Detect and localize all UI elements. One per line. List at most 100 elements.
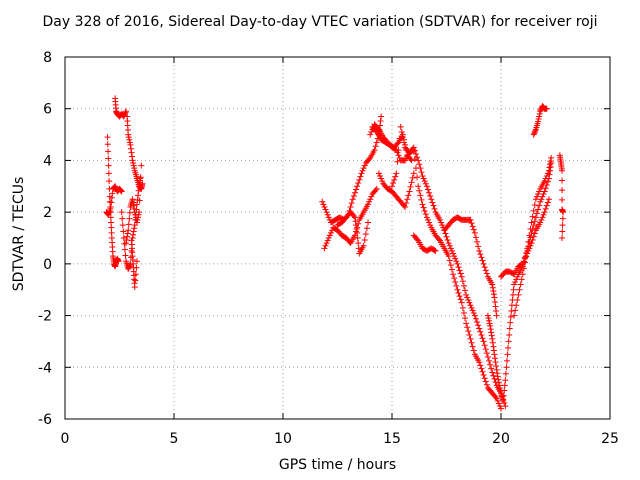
data-point xyxy=(127,145,134,152)
data-point xyxy=(407,156,414,163)
data-point xyxy=(133,219,140,226)
data-point xyxy=(104,141,111,148)
data-point xyxy=(502,403,509,410)
data-point xyxy=(516,286,523,293)
grid-lines xyxy=(65,57,610,419)
data-point xyxy=(537,219,544,226)
data-point xyxy=(486,320,493,327)
data-point xyxy=(133,201,140,208)
data-point xyxy=(444,236,451,243)
data-point xyxy=(469,307,476,314)
data-point xyxy=(529,213,536,220)
data-point xyxy=(367,196,374,203)
data-point xyxy=(533,193,540,200)
series-track-i xyxy=(321,185,380,252)
data-point xyxy=(125,266,132,273)
data-point xyxy=(468,339,475,346)
data-point xyxy=(347,203,354,210)
data-point xyxy=(535,116,542,123)
data-point xyxy=(491,294,498,301)
data-point xyxy=(407,183,414,190)
data-point xyxy=(484,312,491,319)
data-point xyxy=(124,233,131,240)
series-track-f xyxy=(123,162,145,247)
data-point xyxy=(500,392,507,399)
data-point xyxy=(512,278,519,285)
data-point xyxy=(423,214,430,221)
data-point xyxy=(494,370,501,377)
data-point xyxy=(548,160,555,167)
data-point xyxy=(498,405,504,412)
data-point xyxy=(109,190,116,197)
data-point xyxy=(481,375,488,382)
data-point xyxy=(454,260,461,267)
data-point xyxy=(105,148,112,155)
data-point xyxy=(492,355,499,362)
data-point xyxy=(453,258,460,265)
data-point xyxy=(405,192,412,199)
data-point xyxy=(122,252,129,259)
data-point xyxy=(455,289,462,296)
series-track-k xyxy=(367,121,504,412)
data-point xyxy=(361,162,368,169)
data-point xyxy=(465,328,472,335)
data-point xyxy=(531,218,538,225)
data-point xyxy=(540,211,547,218)
data-point xyxy=(506,325,513,332)
data-point xyxy=(543,105,550,112)
data-point xyxy=(112,184,119,191)
data-point xyxy=(472,234,479,241)
data-point xyxy=(129,153,136,160)
data-point xyxy=(493,395,500,402)
data-point xyxy=(460,282,467,289)
data-point xyxy=(537,107,544,114)
data-point xyxy=(126,136,133,143)
data-point xyxy=(128,247,135,254)
data-point xyxy=(130,202,137,209)
data-point xyxy=(475,243,482,250)
data-point xyxy=(460,309,467,316)
data-point xyxy=(547,167,554,174)
data-point xyxy=(118,188,125,195)
data-point xyxy=(414,154,421,161)
data-point xyxy=(389,183,395,190)
data-point xyxy=(479,368,486,375)
data-point xyxy=(139,180,146,187)
data-point xyxy=(523,253,530,260)
data-point xyxy=(107,203,114,210)
data-point xyxy=(492,379,499,386)
data-point xyxy=(540,191,547,198)
data-point xyxy=(353,225,360,232)
data-point xyxy=(467,216,474,223)
data-point xyxy=(458,299,465,306)
data-point xyxy=(130,160,137,167)
data-point xyxy=(536,202,543,209)
data-point xyxy=(360,165,367,172)
data-point xyxy=(531,130,538,137)
data-point xyxy=(361,236,368,243)
data-point xyxy=(457,270,464,277)
data-point xyxy=(322,242,329,249)
data-point xyxy=(538,216,545,223)
data-point xyxy=(130,228,137,235)
data-point xyxy=(415,157,422,164)
data-point xyxy=(494,373,501,380)
data-point xyxy=(419,201,426,208)
data-point xyxy=(112,183,119,190)
data-point xyxy=(372,127,379,134)
data-point xyxy=(493,308,500,315)
x-tick-label: 10 xyxy=(274,431,292,447)
data-point xyxy=(325,235,332,241)
data-point xyxy=(365,219,372,226)
data-point xyxy=(438,219,445,226)
data-point xyxy=(526,238,533,245)
data-point xyxy=(350,192,357,199)
data-point xyxy=(476,359,483,366)
data-point xyxy=(125,227,132,234)
data-point xyxy=(469,223,476,230)
data-point xyxy=(559,187,566,194)
data-point xyxy=(121,246,128,253)
data-point xyxy=(105,211,112,218)
y-tick-label: 6 xyxy=(43,102,52,118)
data-point xyxy=(393,170,400,177)
